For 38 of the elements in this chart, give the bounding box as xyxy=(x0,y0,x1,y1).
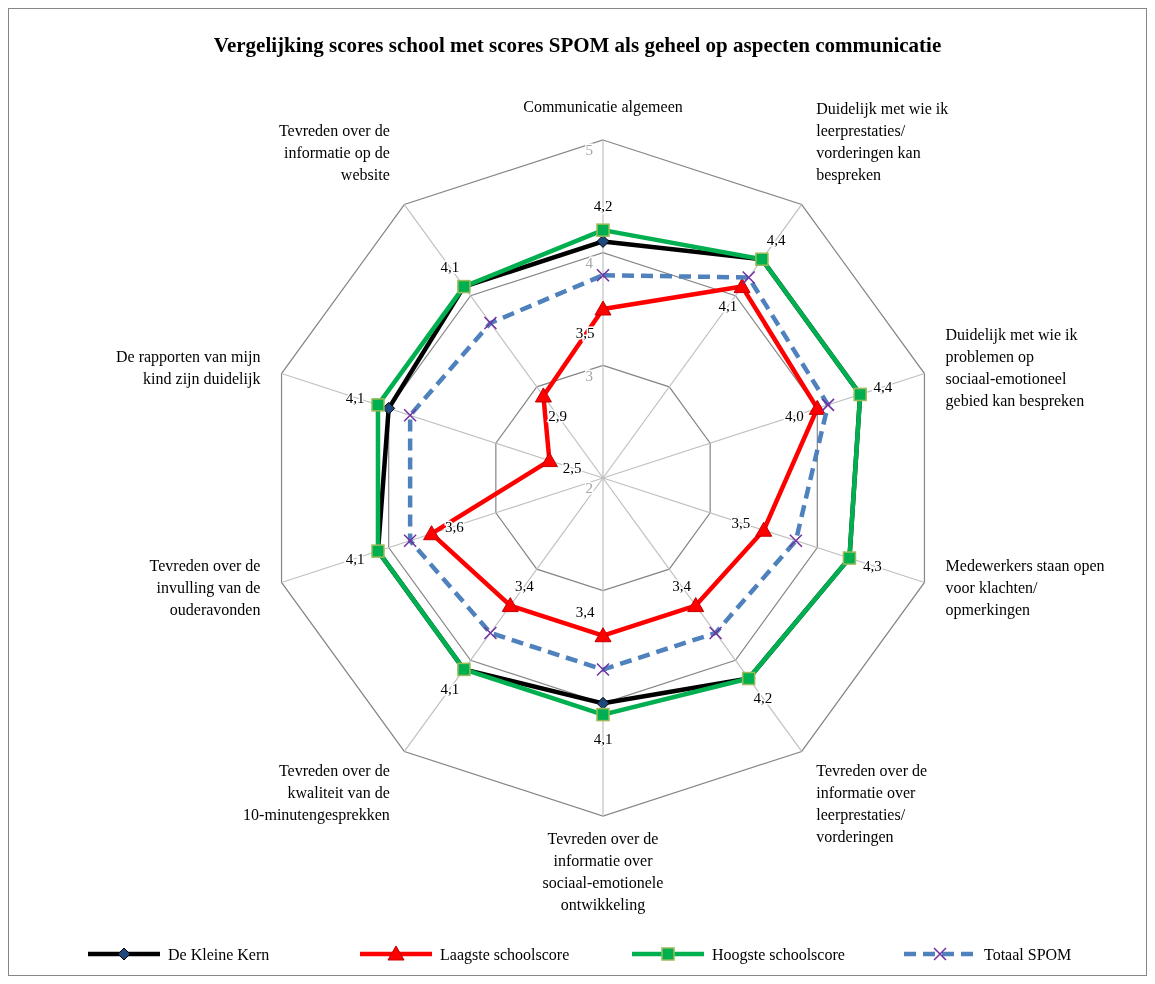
legend-label: De Kleine Kern xyxy=(168,945,270,963)
spoke-label: Duidelijk met wie ik problemen op sociaal-emotioneel gebied kan bespreken xyxy=(945,325,1085,410)
data-label: 2,9 xyxy=(548,407,567,424)
data-label: 4,1 xyxy=(593,730,613,747)
spoke-label: Communicatie algemeen xyxy=(523,98,683,116)
spoke-label: Duidelijk met wie ik leerprestaties/ vorderingen kan bespreken xyxy=(816,99,949,184)
spoke-label: Tevreden over de informatie over sociaal-emotionele ontwikkeling xyxy=(542,830,664,914)
data-label: 4,1 xyxy=(440,259,460,276)
data-label: 4,1 xyxy=(345,550,365,567)
data-label: 4,2 xyxy=(593,198,613,215)
data-label: 4,1 xyxy=(440,681,460,698)
data-label: 3,4 xyxy=(672,578,692,595)
data-label: 4,1 xyxy=(718,298,738,315)
spoke-label: De rapporten van mijn kind zijn duidelijk xyxy=(116,347,261,388)
data-label: 4,2 xyxy=(753,690,773,707)
y-tick-label: 2 xyxy=(585,480,593,497)
data-label: 2,5 xyxy=(562,460,582,477)
spoke-label: Medewerkers staan open voor klachten/ opmerkingen xyxy=(945,557,1105,620)
data-label: 3,4 xyxy=(515,578,535,595)
spoke-label: Tevreden over de informatie op de website xyxy=(278,121,390,183)
data-label: 4,3 xyxy=(862,557,882,574)
spoke-label: Tevreden over de invulling van de ouderavonden xyxy=(149,557,261,619)
data-label: 4,1 xyxy=(345,389,365,406)
data-label: 4,0 xyxy=(785,408,804,425)
data-label: 3,6 xyxy=(445,518,465,535)
chart-title: Vergelijking scores school met scores SPOM als geheel op aspecten communicatie xyxy=(213,33,942,57)
legend-label: Totaal SPOM xyxy=(984,945,1072,963)
spoke-label: Tevreden over de informatie over leerprestaties/ vorderingen xyxy=(816,762,928,847)
y-tick-label: 5 xyxy=(585,142,593,159)
y-tick-label: 3 xyxy=(585,367,593,384)
legend-label: Laagste schoolscore xyxy=(440,945,570,964)
data-label: 4,4 xyxy=(766,232,786,249)
legend-label: Hoogste schoolscore xyxy=(712,945,845,964)
data-label: 3,4 xyxy=(575,603,595,620)
y-tick-label: 4 xyxy=(585,254,594,271)
spoke-label: Tevreden over de kwaliteit van de 10-minutengesprekken xyxy=(243,762,390,825)
data-label: 4,4 xyxy=(873,379,893,396)
data-label: 3,5 xyxy=(731,515,751,532)
